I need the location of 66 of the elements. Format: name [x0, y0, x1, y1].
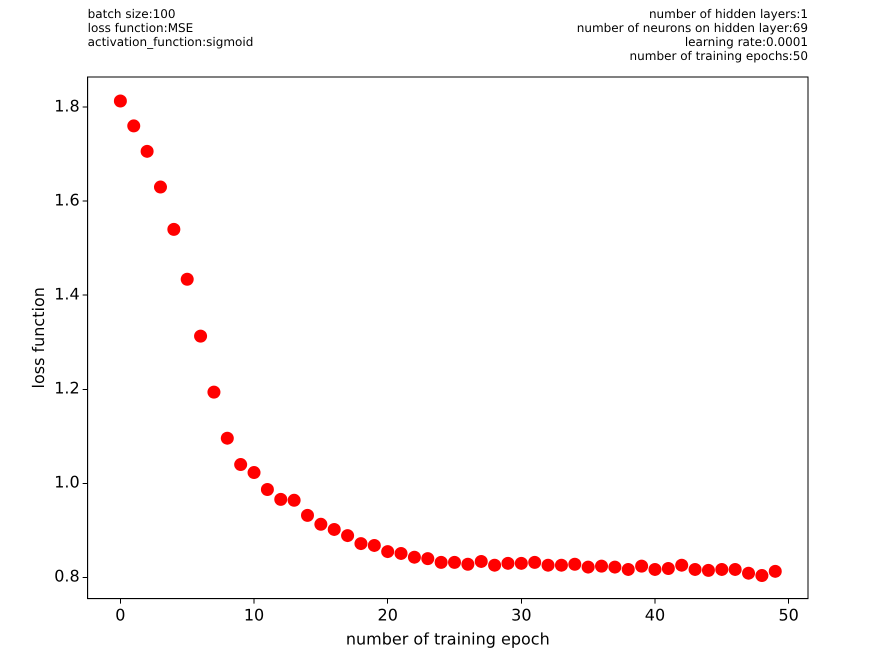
- x-tick-label: 40: [644, 605, 666, 624]
- point: [127, 119, 140, 132]
- point: [314, 518, 328, 531]
- point: [448, 556, 462, 569]
- point: [728, 562, 742, 576]
- point: [622, 562, 635, 576]
- point: [381, 545, 394, 558]
- point: [742, 566, 756, 580]
- point: [154, 180, 167, 194]
- point: [220, 432, 234, 445]
- point: [595, 560, 608, 573]
- point: [675, 558, 688, 572]
- point: [474, 554, 488, 568]
- point: [715, 562, 728, 576]
- point: [180, 272, 194, 286]
- point: [300, 508, 314, 522]
- point: [248, 466, 261, 480]
- point: [260, 482, 274, 496]
- point: [688, 562, 702, 576]
- point: [768, 564, 782, 578]
- point: [114, 94, 127, 108]
- point: [354, 537, 368, 550]
- y-tick-label: 1.6: [54, 190, 80, 210]
- point: [207, 386, 220, 399]
- point: [501, 556, 514, 570]
- y-axis-title: loss function: [28, 287, 48, 388]
- x-tick-label: 20: [378, 605, 398, 624]
- y-tick-label: 1.0: [54, 472, 80, 492]
- text: batch size:100 loss function:MSE activation_function:sigmoid: [88, 7, 254, 50]
- point: [648, 562, 662, 576]
- x-axis-title: number of training epoch: [346, 630, 550, 649]
- point: [635, 560, 648, 573]
- x-tick-label: 0: [115, 605, 126, 624]
- point: [288, 494, 301, 507]
- point: [341, 529, 354, 542]
- point: [194, 330, 208, 343]
- point: [582, 560, 595, 574]
- point: [234, 458, 248, 472]
- point: [328, 522, 341, 536]
- point: [568, 558, 582, 571]
- point: [755, 569, 768, 582]
- point: [167, 222, 180, 236]
- x-tick-label: 10: [244, 605, 264, 624]
- y-tick-label: 0.8: [54, 566, 80, 586]
- point: [514, 556, 528, 570]
- point: [140, 144, 154, 158]
- y-tick-label: 1.8: [54, 96, 80, 116]
- point: [554, 558, 568, 572]
- point: [434, 556, 448, 569]
- point: [528, 556, 542, 569]
- point: [368, 538, 381, 552]
- point: [542, 558, 555, 572]
- point: [408, 550, 421, 564]
- y-tick-label: 1.2: [54, 378, 80, 398]
- point: [702, 564, 715, 577]
- x-tick-label: 30: [511, 605, 532, 624]
- point: [274, 492, 288, 506]
- point: [662, 562, 675, 575]
- point: [461, 558, 474, 571]
- point: [488, 558, 502, 572]
- point: [421, 552, 434, 566]
- y-tick-label: 1.4: [54, 284, 80, 304]
- point: [608, 560, 622, 574]
- x-tick-label: 50: [778, 605, 799, 624]
- text: number of hidden layers:1 number of neurons on hidden layer:69 learning rate:0.0001 number of training epochs:50: [576, 7, 808, 64]
- point: [394, 546, 408, 560]
